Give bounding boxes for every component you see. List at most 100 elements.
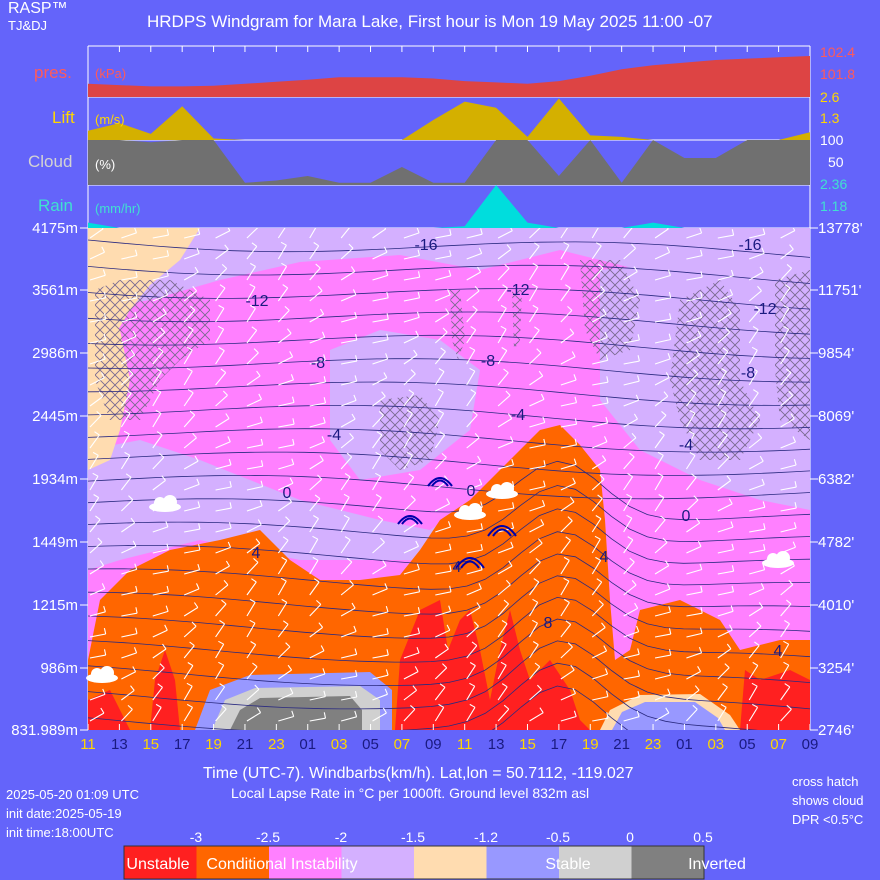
wind-barb	[309, 336, 325, 344]
wind-barb-flag	[541, 500, 546, 507]
wind-barb-flag	[125, 473, 132, 478]
wind-barb	[403, 591, 420, 596]
wind-barb	[466, 233, 483, 239]
wind-barb-flag	[569, 496, 575, 503]
wind-barb	[748, 349, 758, 365]
cloud-icon	[762, 551, 794, 568]
legend-band	[196, 846, 269, 879]
wind-barb	[749, 233, 765, 239]
wind-barb-flag	[658, 494, 665, 499]
wind-barb-flag	[443, 475, 449, 481]
temperature-label: -8	[311, 355, 325, 372]
wind-barb	[812, 309, 821, 323]
wind-barb	[89, 519, 101, 533]
wind-barb	[529, 421, 545, 428]
cloud-label: Cloud	[28, 152, 73, 171]
wind-barb-flag	[626, 493, 632, 498]
wind-barb-flag	[567, 642, 573, 648]
wind-barb-flag	[196, 247, 200, 254]
wind-barb	[654, 318, 671, 323]
wind-barb	[403, 335, 419, 344]
wind-barb-flag	[815, 305, 820, 308]
wind-barb	[278, 463, 294, 470]
wind-barb-flag	[383, 372, 388, 378]
isotherm-line	[88, 381, 810, 406]
wind-barb-flag	[763, 523, 766, 530]
wind-barb-flag	[251, 326, 258, 331]
wind-barb	[183, 685, 193, 701]
wind-barb	[309, 402, 326, 407]
wind-barb-flag	[351, 602, 356, 609]
wind-barb	[184, 233, 200, 239]
wind-barb	[717, 294, 733, 302]
wind-barb-flag	[603, 645, 608, 652]
wind-barb-flag	[471, 641, 478, 647]
cloud-fill	[88, 140, 810, 185]
temperature-label: -12	[753, 301, 776, 318]
wind-barb-flag	[784, 284, 791, 289]
wind-barb-flag	[410, 495, 416, 501]
wind-barb-flag	[825, 500, 827, 506]
wind-barb	[152, 686, 163, 701]
wind-barb	[560, 444, 577, 449]
wind-barb-flag	[323, 690, 326, 697]
wind-barb	[685, 392, 697, 407]
wind-barb-flag	[635, 289, 640, 296]
isotherm-line	[88, 575, 810, 639]
cloud-tick-lo: 50	[828, 154, 844, 170]
wind-barb	[654, 358, 671, 365]
wind-barb-flag	[449, 585, 452, 592]
wind-barb	[403, 316, 420, 323]
wind-barb-flag	[317, 285, 323, 292]
wind-barb	[120, 476, 132, 491]
wind-barb	[435, 591, 452, 596]
temperature-label: -4	[511, 407, 525, 424]
wind-barb	[529, 228, 541, 239]
temperature-label: 4	[600, 549, 609, 566]
wind-barb-flag	[668, 669, 672, 676]
wind-barb	[89, 251, 105, 260]
wind-barb-flag	[224, 244, 229, 250]
wind-barb-flag	[444, 643, 449, 650]
wind-barb-flag	[315, 263, 321, 269]
wind-barb-flag	[606, 712, 609, 719]
wind-barb	[812, 400, 827, 407]
wind-barb	[372, 693, 388, 701]
wind-barb	[340, 418, 356, 428]
wind-barb	[560, 669, 575, 680]
wind-barb	[372, 712, 387, 722]
wind-barb	[497, 464, 514, 470]
wind-barb-flag	[132, 330, 137, 337]
wind-barb-flag	[155, 409, 162, 414]
wind-barb-flag	[440, 347, 446, 353]
wind-barb-flag	[287, 496, 293, 503]
wind-barb-flag	[260, 460, 264, 467]
wind-barb-flag	[480, 228, 483, 235]
wind-barb	[121, 545, 137, 554]
legend-band	[559, 846, 632, 879]
wind-barb	[215, 268, 228, 281]
wind-barb	[497, 643, 507, 659]
wind-barb	[372, 228, 387, 239]
wind-barb-flag	[657, 472, 664, 477]
wind-barb	[654, 712, 670, 722]
wind-barb-flag	[572, 687, 576, 694]
wind-barb	[89, 588, 106, 596]
wind-barb	[340, 561, 353, 575]
wind-barb-flag	[354, 690, 358, 698]
wind-barb-flag	[724, 663, 730, 669]
wind-barb-flag	[722, 683, 728, 688]
wind-barb	[89, 693, 106, 701]
wind-barb-flag	[164, 289, 169, 296]
x-axis-label: Time (UTC-7). Windbarbs(km/h). Lat,lon =…	[203, 765, 634, 782]
wind-barb-flag	[353, 625, 357, 632]
wind-barb	[341, 339, 357, 344]
pres-tick-hi: 102.4	[820, 44, 856, 60]
wind-barb	[435, 503, 450, 512]
temperature-label: -12	[245, 293, 268, 310]
wind-barb-flag	[700, 249, 703, 256]
wind-barb	[560, 266, 570, 281]
wind-barb	[529, 524, 544, 533]
wind-barb-flag	[349, 432, 354, 439]
wind-barb	[623, 399, 639, 407]
